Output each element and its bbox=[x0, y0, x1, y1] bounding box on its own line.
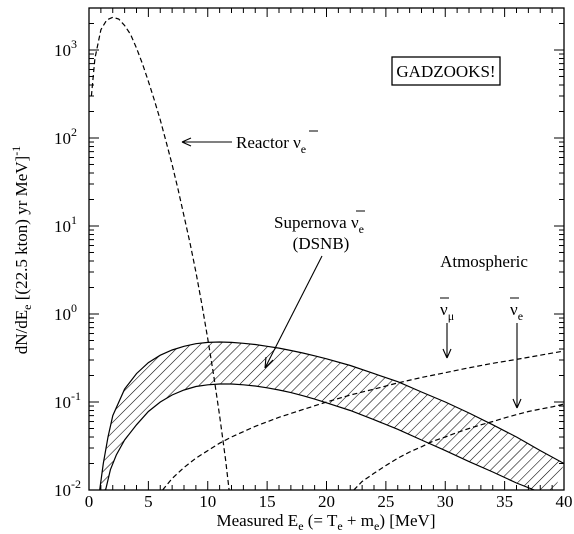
x-tick-label: 0 bbox=[85, 492, 94, 511]
y-axis-title: dN/dEe [(22.5 kton) yr MeV]-1 bbox=[9, 146, 34, 354]
reactor-label: Reactor νe bbox=[236, 133, 306, 156]
atm-numu-curve bbox=[162, 350, 564, 490]
x-tick-labels: 0 5 10 15 20 25 30 35 40 bbox=[85, 492, 573, 511]
atmospheric-label: Atmospheric bbox=[440, 252, 528, 271]
supernova-arrow-line bbox=[264, 255, 323, 369]
supernova-label: Supernova νe bbox=[274, 213, 364, 236]
x-tick-label: 20 bbox=[318, 492, 335, 511]
supernova-arrowhead bbox=[264, 356, 274, 369]
x-axis-title: Measured Ee (= Te + me) [MeV] bbox=[217, 511, 436, 533]
y-tick-label: 10-2 bbox=[54, 477, 81, 500]
x-tick-label: 35 bbox=[496, 492, 513, 511]
x-tick-label: 30 bbox=[437, 492, 454, 511]
ticks-layer bbox=[88, 7, 565, 491]
series-layer bbox=[90, 16, 564, 490]
dsnb-lower-curve bbox=[105, 383, 536, 490]
x-tick-label: 10 bbox=[199, 492, 216, 511]
x-tick-label: 15 bbox=[259, 492, 276, 511]
dsnb-label: (DSNB) bbox=[293, 234, 350, 253]
atm-nue-curve bbox=[353, 403, 564, 490]
atm-nue-label: νe bbox=[510, 300, 523, 323]
reactor-curve bbox=[90, 16, 230, 490]
y-tick-label: 103 bbox=[54, 37, 77, 60]
gadzooks-label: GADZOOKS! bbox=[396, 62, 495, 81]
atm-numu-arrowhead bbox=[442, 348, 452, 359]
atm-nue-arrowhead bbox=[512, 398, 522, 409]
dsnb-band-fill bbox=[99, 342, 564, 490]
y-tick-label: 101 bbox=[54, 213, 77, 236]
atm-numu-label: νμ bbox=[440, 300, 454, 323]
dsnb-upper-curve bbox=[99, 341, 564, 490]
reactor-arrowhead bbox=[181, 137, 192, 147]
y-tick-label: 100 bbox=[54, 301, 77, 324]
gadzooks-box bbox=[391, 56, 501, 86]
y-tick-labels: 10-2 10-1 100 101 102 103 bbox=[54, 37, 81, 500]
dsnb-band-layer bbox=[99, 342, 564, 490]
x-tick-label: 25 bbox=[377, 492, 394, 511]
y-tick-label: 102 bbox=[54, 125, 77, 148]
x-tick-label: 5 bbox=[144, 492, 153, 511]
y-tick-label: 10-1 bbox=[54, 389, 81, 412]
x-tick-label: 40 bbox=[556, 492, 573, 511]
